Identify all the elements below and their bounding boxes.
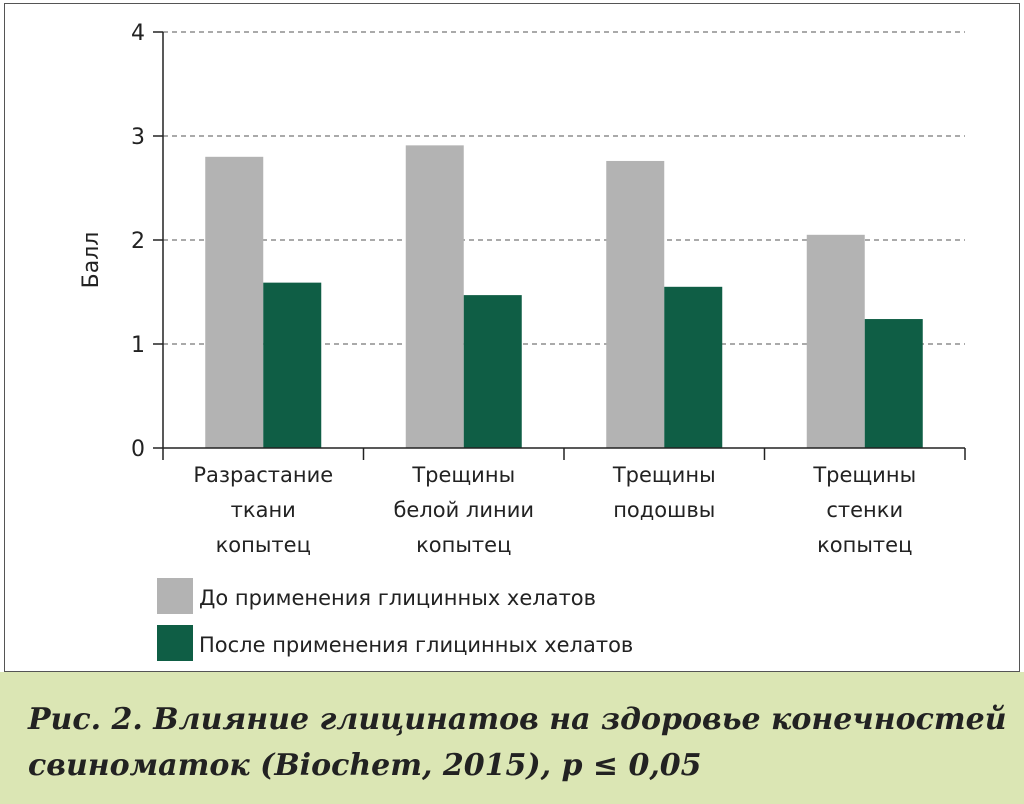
x-tick-label: белой линии [393,498,534,522]
y-tick-label: 3 [131,125,145,150]
bar-chart: 0 1 2 3 4 Разрастание ткани копытец Трещины белой… [79,21,966,661]
bar-after [263,282,322,448]
bar-before [405,145,464,449]
bar-after [463,295,522,448]
x-tick-label: стенки [826,498,903,522]
y-tick-label: 4 [131,21,145,46]
x-tick-label: подошвы [613,498,715,522]
y-tick-label: 2 [131,229,145,254]
x-tick-label: Разрастание [193,463,333,487]
bar-before [606,160,665,448]
y-tick-label: 0 [131,437,145,462]
legend-swatch [157,625,193,661]
legend-label: После применения глицинных хелатов [199,633,633,657]
caption-line-2: свиноматок (Biochem, 2015), p ≤ 0,05 [28,748,702,783]
caption-line-1: Рис. 2. Влияние глицинатов на здоровье к… [28,702,1007,737]
legend-swatch [157,578,193,614]
legend-label: До применения глицинных хелатов [199,586,596,610]
figure-caption: Рис. 2. Влияние глицинатов на здоровье к… [0,672,1024,804]
y-tick-label: 1 [131,333,145,358]
y-axis-label: Балл [79,232,104,289]
x-tick-label: Трещины [812,463,916,487]
x-tick-label: копытец [416,533,511,557]
bar-after [664,286,723,448]
x-tick-label: ткани [231,498,296,522]
bar-before [205,156,264,449]
x-tick-label: копытец [817,533,912,557]
bar-before [806,234,865,448]
x-tick-label: копытец [216,533,311,557]
x-tick-label: Трещины [411,463,515,487]
x-tick-label: Трещины [612,463,716,487]
bar-after [864,319,923,448]
